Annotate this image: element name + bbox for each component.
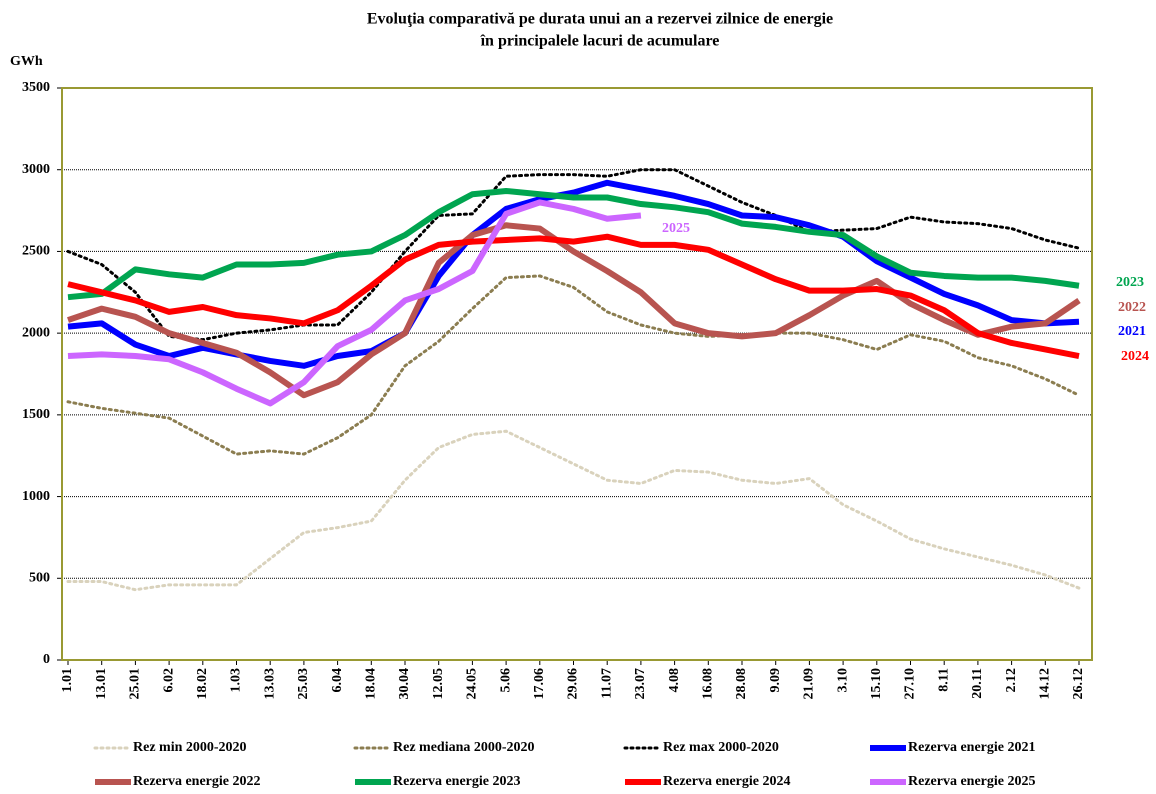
x-tick-label: 11.07 bbox=[599, 668, 614, 699]
x-tick-label: 29.06 bbox=[566, 668, 581, 700]
x-tick-label: 14.12 bbox=[1038, 668, 1053, 700]
x-tick-label: 28.08 bbox=[734, 668, 749, 700]
y-tick-label: 3500 bbox=[22, 80, 50, 95]
legend-label: Rezerva energie 2024 bbox=[663, 774, 791, 789]
legend-label: Rez mediana 2000-2020 bbox=[393, 740, 535, 755]
y-axis-label: GWh bbox=[10, 54, 43, 69]
legend-label: Rezerva energie 2021 bbox=[908, 740, 1036, 755]
x-tick-label: 18.02 bbox=[195, 668, 210, 700]
series-end-label: 2021 bbox=[1118, 324, 1146, 339]
legend-label: Rez max 2000-2020 bbox=[663, 740, 779, 755]
x-tick-label: 26.12 bbox=[1071, 668, 1086, 700]
chart-title: Evoluţia comparativă pe durata unui an a… bbox=[367, 11, 833, 28]
x-tick-label: 6.02 bbox=[161, 668, 176, 693]
series-end-label: 2025 bbox=[662, 221, 690, 236]
x-tick-label: 15.10 bbox=[869, 668, 884, 700]
x-tick-label: 5.06 bbox=[498, 668, 513, 693]
x-tick-label: 9.09 bbox=[768, 668, 783, 693]
series-line bbox=[66, 274, 1081, 456]
x-tick-label: 23.07 bbox=[633, 668, 648, 700]
plot-border bbox=[61, 87, 1093, 661]
x-tick-label: 6.04 bbox=[330, 668, 345, 693]
x-tick-label: 21.09 bbox=[802, 668, 817, 700]
x-tick-label: 12.05 bbox=[431, 668, 446, 700]
series-end-label: 2023 bbox=[1116, 275, 1144, 290]
series-end-label: 2024 bbox=[1121, 349, 1149, 364]
y-tick-label: 1500 bbox=[22, 407, 50, 422]
x-tick-label: 13.03 bbox=[262, 668, 277, 700]
plot-area bbox=[62, 88, 1092, 660]
x-tick-label: 13.01 bbox=[94, 668, 109, 700]
x-tick-label: 24.05 bbox=[465, 668, 480, 700]
legend-label: Rezerva energie 2023 bbox=[393, 774, 521, 789]
x-tick-label: 20.11 bbox=[970, 668, 985, 699]
y-tick-label: 0 bbox=[43, 652, 50, 667]
x-tick-label: 18.04 bbox=[364, 668, 379, 700]
x-tick-label: 25.03 bbox=[296, 668, 311, 700]
x-tick-label: 8.11 bbox=[936, 668, 951, 692]
series-line bbox=[67, 233, 1080, 359]
series-end-label: 2022 bbox=[1118, 300, 1146, 315]
series-line bbox=[66, 168, 1081, 342]
x-tick-label: 2.12 bbox=[1004, 668, 1019, 693]
legend-label: Rezerva energie 2022 bbox=[133, 774, 261, 789]
series-line bbox=[67, 199, 642, 407]
y-tick-label: 1000 bbox=[22, 489, 50, 504]
x-tick-label: 25.01 bbox=[128, 668, 143, 700]
x-tick-label: 30.04 bbox=[397, 668, 412, 700]
y-tick-label: 500 bbox=[29, 571, 50, 586]
y-tick-label: 2500 bbox=[22, 244, 50, 259]
x-tick-label: 17.06 bbox=[532, 668, 547, 700]
y-tick-label: 3000 bbox=[22, 162, 50, 177]
x-tick-label: 4.08 bbox=[667, 668, 682, 693]
x-tick-label: 1.03 bbox=[229, 668, 244, 693]
x-tick-label: 16.08 bbox=[701, 668, 716, 700]
x-tick-label: 3.10 bbox=[835, 668, 850, 693]
legend-label: Rezerva energie 2025 bbox=[908, 774, 1036, 789]
series-line bbox=[67, 187, 1080, 301]
x-tick-label: 27.10 bbox=[903, 668, 918, 700]
chart-subtitle: în principalele lacuri de acumulare bbox=[480, 33, 720, 50]
x-tick-label: 1.01 bbox=[60, 668, 75, 693]
series-line bbox=[66, 429, 1081, 592]
legend-label: Rez min 2000-2020 bbox=[133, 740, 247, 755]
series-line bbox=[67, 222, 1081, 399]
y-tick-label: 2000 bbox=[22, 325, 50, 340]
